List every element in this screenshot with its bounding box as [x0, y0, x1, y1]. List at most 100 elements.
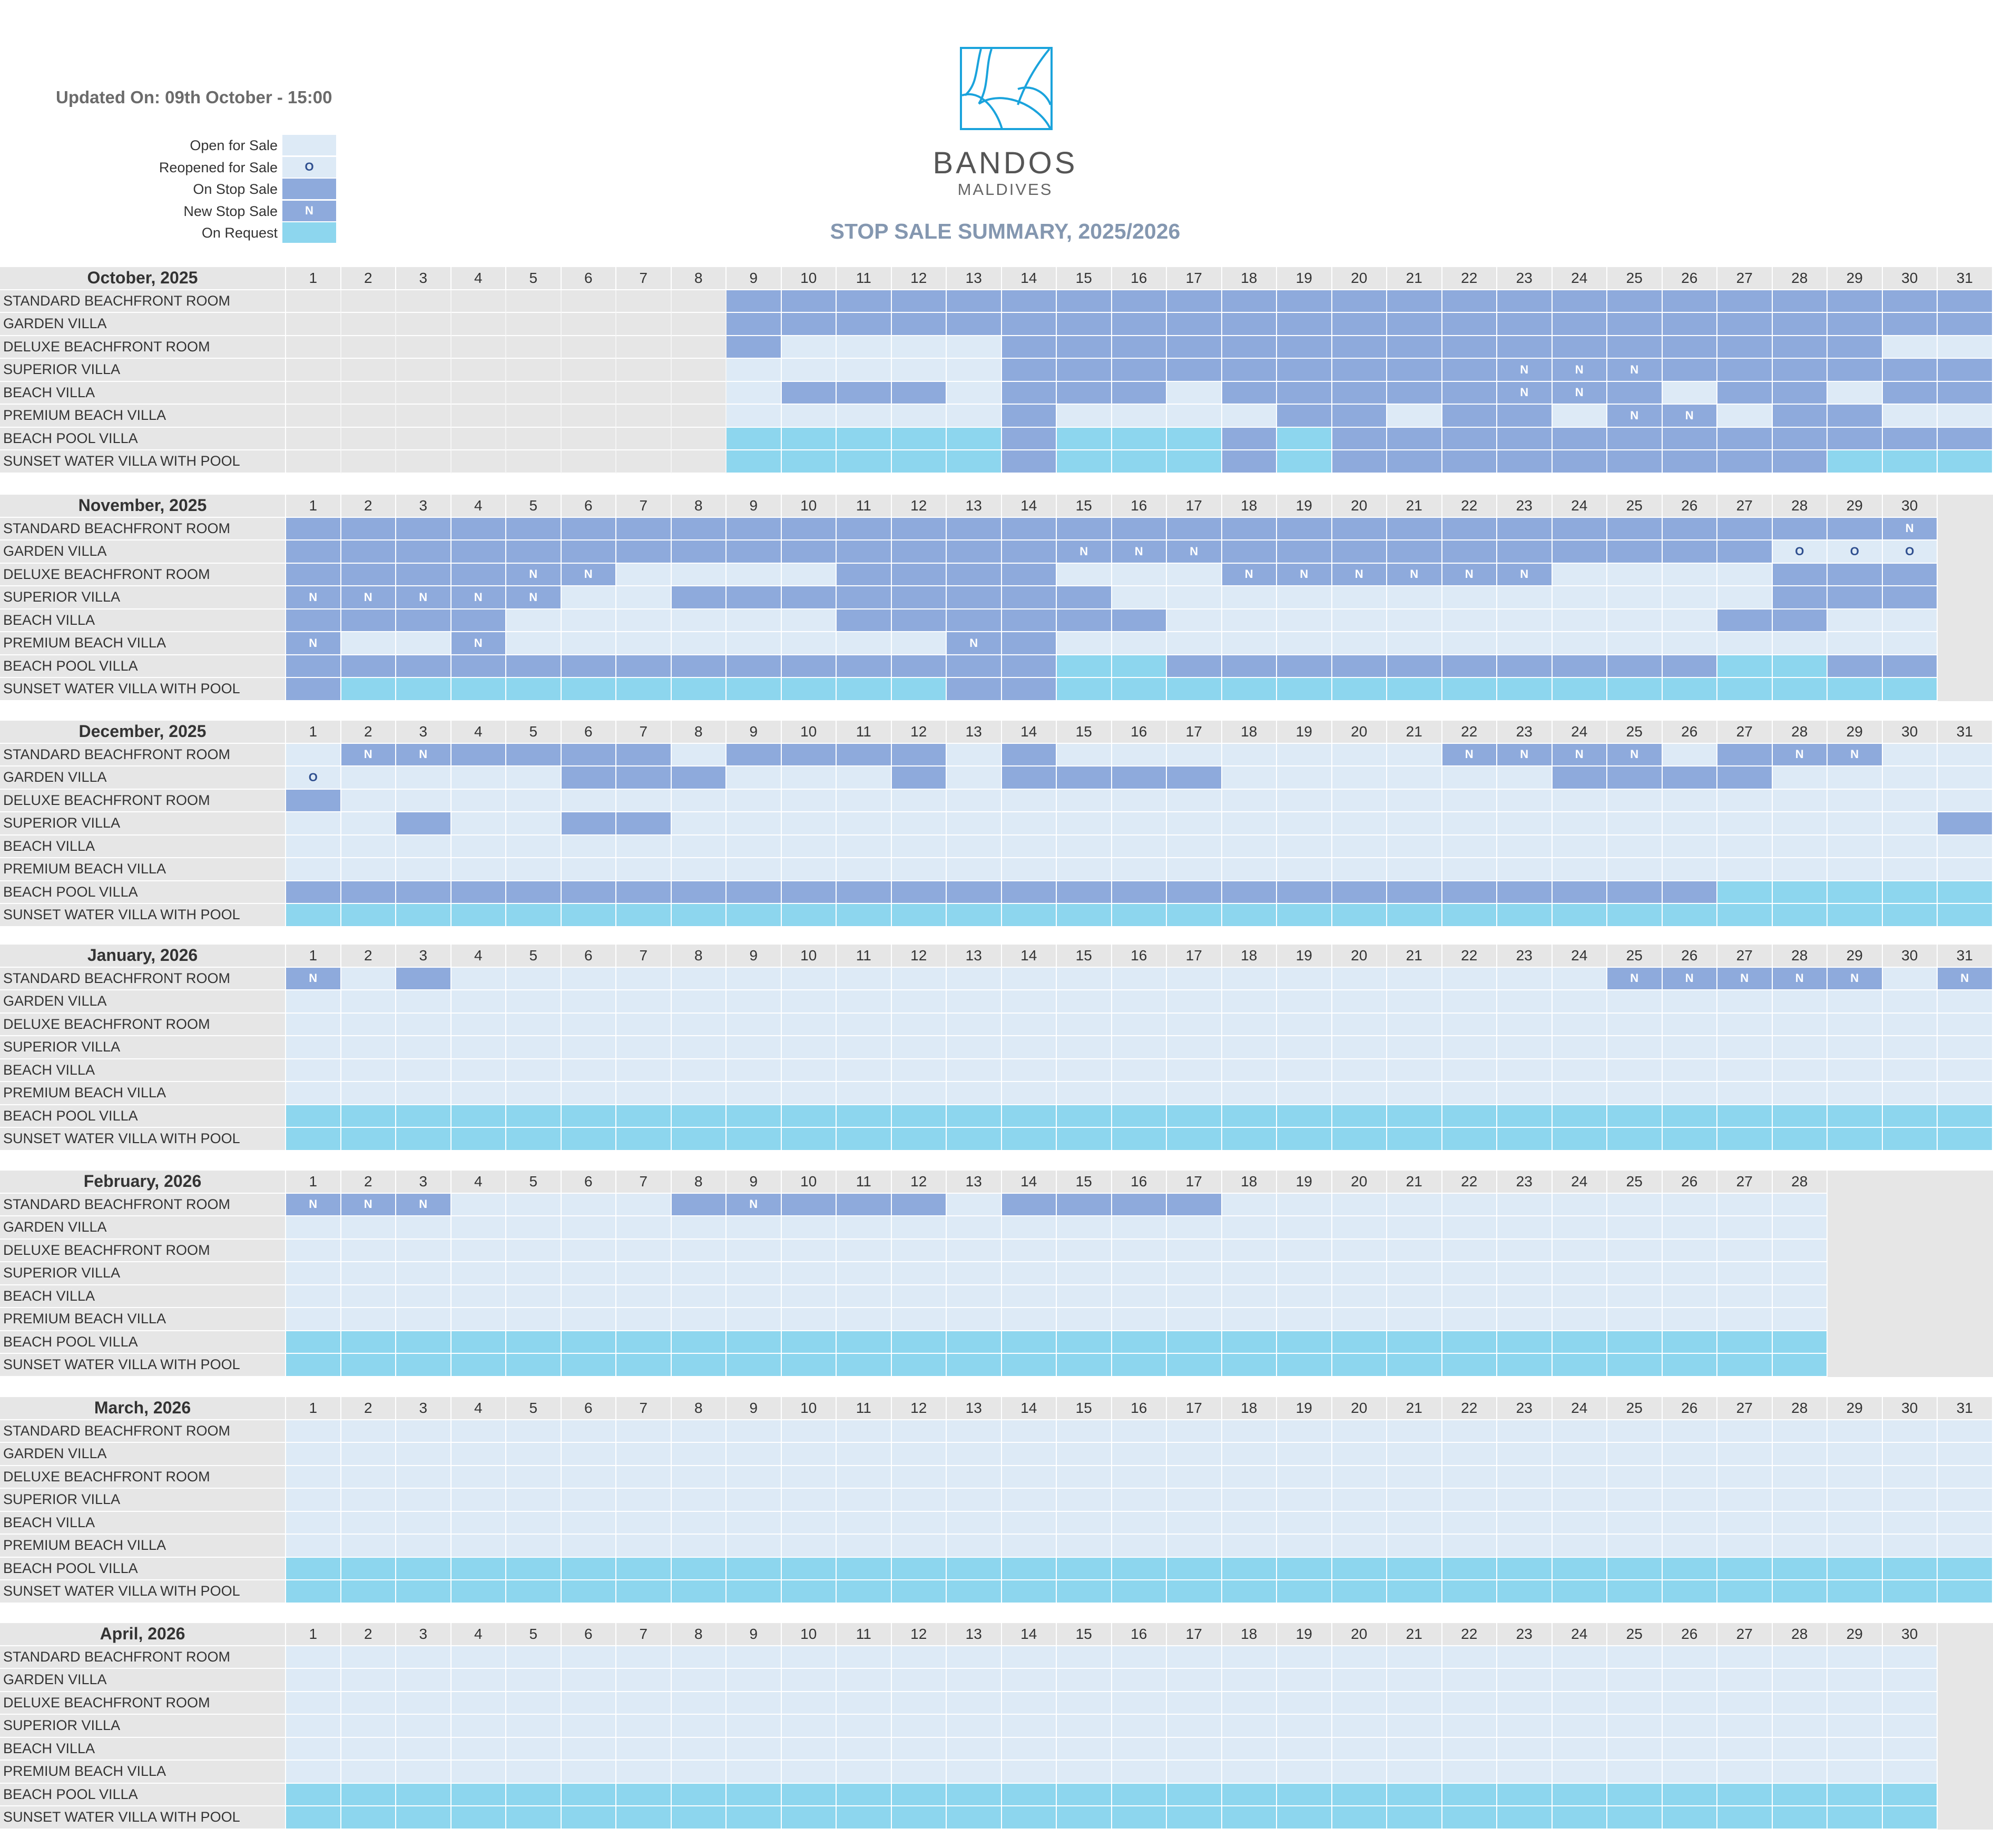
- status-cell: [1332, 1308, 1387, 1331]
- status-cell: [561, 1216, 616, 1240]
- filler-cell: [1938, 540, 1993, 564]
- status-cell: [341, 336, 396, 359]
- month-table: November, 2025 1 2 3 4 5 6 7 8 9 10 11 12 13 14 15 16 17 1…: [0, 495, 1993, 701]
- status-cell: [1167, 881, 1222, 904]
- status-cell: [1332, 1715, 1387, 1738]
- status-cell: [1387, 290, 1442, 313]
- status-cell: [1662, 1262, 1717, 1285]
- status-cell: [506, 1354, 562, 1377]
- status-cell: [1002, 858, 1057, 881]
- status-cell: [1002, 990, 1057, 1014]
- status-cell: [1002, 290, 1057, 313]
- room-label: PREMIUM BEACH VILLA: [0, 858, 286, 881]
- status-cell: [1112, 881, 1167, 904]
- status-cell: [561, 1761, 616, 1784]
- day-header: 14: [1002, 1397, 1057, 1420]
- status-cell: [1387, 632, 1442, 655]
- status-cell: [1882, 1511, 1938, 1535]
- status-cell: [341, 904, 396, 927]
- status-cell: [1387, 766, 1442, 790]
- status-cell: [616, 1128, 672, 1151]
- day-header: 14: [1002, 1171, 1057, 1194]
- status-cell: [1167, 743, 1222, 766]
- status-cell: [1387, 1646, 1442, 1669]
- status-cell: [781, 586, 837, 610]
- status-cell: [1222, 835, 1277, 858]
- status-cell: [1662, 1557, 1717, 1580]
- status-cell: [1552, 1580, 1607, 1604]
- status-cell: [1057, 336, 1112, 359]
- status-cell: [1717, 517, 1773, 540]
- status-cell: [1112, 405, 1167, 428]
- status-cell: [506, 632, 562, 655]
- room-label: BEACH POOL VILLA: [0, 1783, 286, 1806]
- status-cell: [341, 609, 396, 632]
- status-cell: [1497, 1262, 1553, 1285]
- day-header: 10: [781, 267, 837, 290]
- status-cell: [286, 540, 341, 564]
- status-cell: [726, 450, 782, 474]
- status-cell: [1112, 1193, 1167, 1216]
- status-cell: [726, 1715, 782, 1738]
- status-cell: [506, 766, 562, 790]
- status-cell: [1772, 881, 1828, 904]
- status-cell: [1662, 655, 1717, 678]
- status-cell: [726, 881, 782, 904]
- status-cell: [1387, 1285, 1442, 1308]
- status-cell: [561, 450, 616, 474]
- status-cell: [1717, 990, 1773, 1014]
- filler-cell: [1882, 1216, 1938, 1240]
- status-cell: [781, 789, 837, 812]
- day-header: 24: [1552, 1171, 1607, 1194]
- status-cell: [1662, 563, 1717, 586]
- status-cell: [561, 1105, 616, 1128]
- status-cell: [671, 1193, 726, 1216]
- status-cell: [341, 858, 396, 881]
- status-cell: [1772, 1128, 1828, 1151]
- status-cell: [1167, 1285, 1222, 1308]
- status-cell: [451, 1761, 506, 1784]
- status-cell: [1442, 359, 1497, 382]
- status-cell: [1882, 1105, 1938, 1128]
- status-cell: [1057, 1105, 1112, 1128]
- status-cell: [1442, 1737, 1497, 1761]
- status-cell: [1057, 1285, 1112, 1308]
- status-cell: [396, 990, 451, 1014]
- month-title: January, 2026: [0, 945, 286, 968]
- day-header: 17: [1167, 1171, 1222, 1194]
- status-cell: [1002, 1761, 1057, 1784]
- status-cell: [1717, 1646, 1773, 1669]
- status-cell: [1387, 1466, 1442, 1489]
- status-cell: [1552, 1783, 1607, 1806]
- day-header: 13: [947, 1397, 1002, 1420]
- status-cell: [1442, 1420, 1497, 1443]
- status-cell: [1002, 655, 1057, 678]
- status-cell: [1057, 1239, 1112, 1262]
- day-header: 19: [1277, 495, 1332, 518]
- day-header: 3: [396, 721, 451, 744]
- status-cell: [451, 1420, 506, 1443]
- status-cell: [1717, 1535, 1773, 1558]
- status-cell: [891, 1105, 947, 1128]
- status-cell: [1167, 1128, 1222, 1151]
- status-cell: [1222, 1715, 1277, 1738]
- status-cell: [396, 1036, 451, 1059]
- status-cell: [1112, 1557, 1167, 1580]
- status-cell: [451, 743, 506, 766]
- status-cell: [1442, 1761, 1497, 1784]
- status-cell: [1772, 1761, 1828, 1784]
- status-cell: [1662, 586, 1717, 610]
- status-cell: [451, 1535, 506, 1558]
- status-cell: [1332, 632, 1387, 655]
- status-cell: [1332, 1082, 1387, 1105]
- status-cell: [781, 290, 837, 313]
- status-cell: [837, 1646, 892, 1669]
- status-cell: [1882, 678, 1938, 701]
- status-cell: [1662, 789, 1717, 812]
- status-cell: [837, 904, 892, 927]
- status-cell: [396, 1783, 451, 1806]
- status-cell: [561, 1331, 616, 1354]
- day-header: 15: [1057, 267, 1112, 290]
- status-cell: [1882, 1059, 1938, 1082]
- status-cell: [1938, 1420, 1993, 1443]
